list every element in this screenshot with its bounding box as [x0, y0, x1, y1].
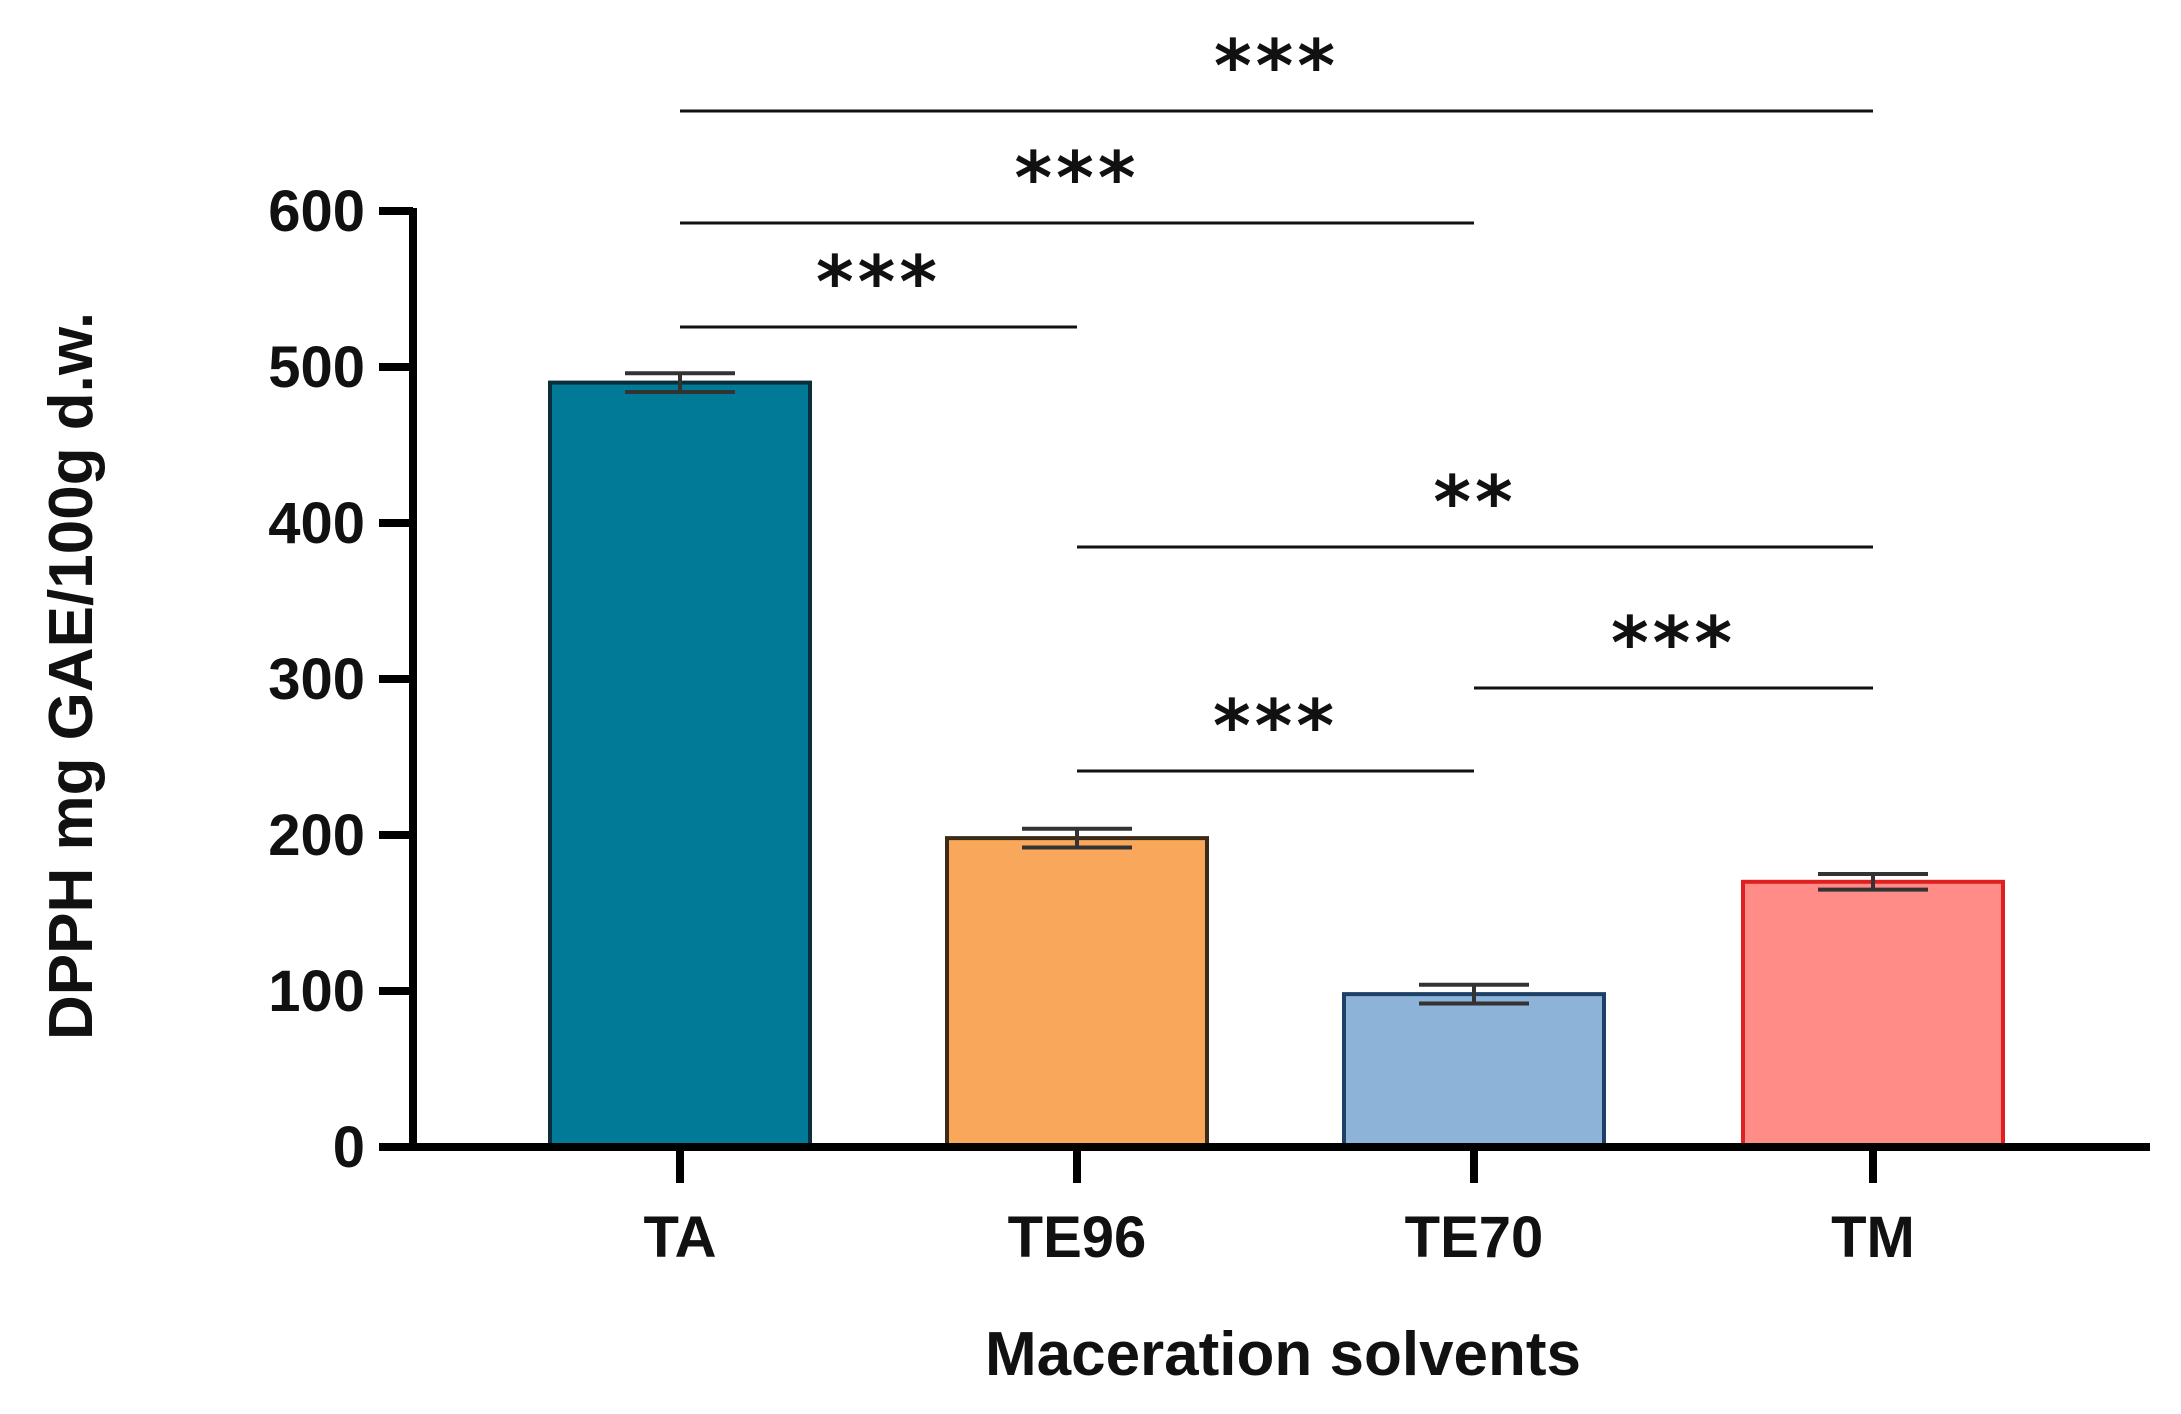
significance-layer: *****************	[680, 24, 1873, 773]
labels-layer: DPPH mg GAE/100g d.w. Maceration solvent…	[37, 312, 1581, 1389]
x-tick-label-te96: TE96	[1008, 1205, 1147, 1270]
bar-tm	[1741, 879, 2005, 1149]
y-tick-label: 500	[268, 335, 365, 400]
x-tick-label-ta: TA	[643, 1205, 716, 1270]
bar-te96	[945, 836, 1209, 1149]
bar-te70	[1342, 992, 1606, 1149]
axes-layer: 0 100 200 300 400 500 600 TA TE96 TE70 TM	[268, 179, 2150, 1270]
x-axis-title: Maceration solvents	[985, 1320, 1581, 1389]
y-tick-label: 200	[268, 803, 365, 868]
y-tick-label: 100	[268, 959, 365, 1024]
significance-label: ***	[1214, 24, 1339, 108]
x-tick-label-tm: TM	[1831, 1205, 1915, 1270]
y-axis-title: DPPH mg GAE/100g d.w.	[37, 312, 106, 1040]
significance-label: ***	[1015, 136, 1140, 220]
bar-ta	[548, 380, 812, 1150]
y-tick-label: 400	[268, 491, 365, 556]
significance-label: ***	[816, 240, 941, 324]
y-tick-label: 300	[268, 647, 365, 712]
bars-layer	[548, 371, 2005, 1150]
significance-label: ***	[1213, 684, 1338, 768]
significance-label: **	[1433, 460, 1516, 544]
significance-label: ***	[1611, 601, 1736, 685]
y-tick-label: 600	[268, 179, 365, 244]
x-tick-label-te70: TE70	[1405, 1205, 1544, 1270]
y-tick-label: 0	[333, 1115, 365, 1180]
